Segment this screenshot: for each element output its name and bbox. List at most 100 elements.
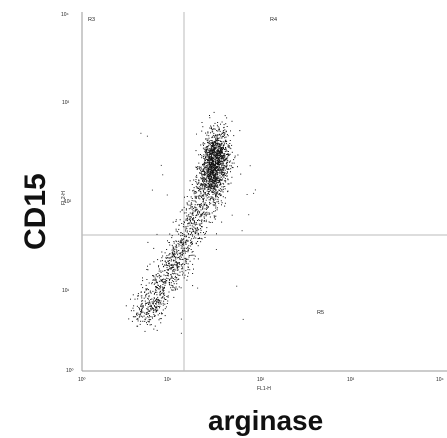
scatter-point: [217, 184, 219, 186]
scatter-point: [207, 178, 209, 180]
scatter-point: [207, 172, 209, 174]
scatter-point: [165, 299, 167, 300]
scatter-point: [226, 158, 228, 160]
scatter-point: [150, 309, 152, 311]
scatter-point: [164, 281, 166, 283]
scatter-point: [157, 276, 159, 278]
scatter-point: [204, 160, 206, 161]
scatter-point: [195, 237, 197, 239]
scatter-point: [209, 144, 211, 146]
scatter-point: [208, 194, 210, 195]
scatter-point: [166, 265, 168, 266]
scatter-point: [214, 153, 216, 155]
scatter-point: [192, 214, 194, 216]
scatter-point: [216, 147, 218, 149]
scatter-point: [207, 177, 209, 179]
scatter-point: [220, 144, 222, 146]
scatter-point: [213, 176, 215, 178]
scatter-point: [189, 219, 191, 221]
scatter-point: [194, 209, 196, 211]
scatter-point: [147, 241, 149, 243]
scatter-point: [161, 286, 163, 288]
scatter-point: [134, 298, 136, 300]
scatter-point: [197, 188, 199, 189]
scatter-point: [227, 146, 229, 148]
scatter-point: [228, 183, 230, 185]
scatter-point: [202, 181, 204, 182]
scatter-point: [156, 287, 158, 289]
scatter-point: [195, 196, 197, 198]
scatter-point: [169, 253, 171, 255]
scatter-point: [226, 162, 227, 164]
scatter-point: [213, 198, 215, 200]
scatter-point: [210, 156, 212, 158]
scatter-point: [194, 207, 196, 209]
scatter-point: [200, 206, 202, 208]
scatter-point: [226, 117, 228, 119]
scatter-point: [216, 195, 218, 197]
scatter-point: [241, 230, 243, 232]
scatter-point: [195, 215, 197, 217]
scatter-point: [163, 290, 165, 291]
scatter-point: [215, 195, 216, 197]
scatter-point: [166, 272, 168, 274]
scatter-point: [207, 171, 209, 173]
scatter-point: [173, 296, 175, 298]
scatter-point: [146, 135, 148, 137]
scatter-point: [219, 130, 221, 132]
scatter-point: [216, 193, 218, 195]
scatter-point: [219, 188, 221, 190]
scatter-point: [173, 246, 174, 248]
scatter-point: [171, 249, 173, 251]
scatter-point: [176, 251, 178, 252]
scatter-point: [218, 157, 220, 159]
scatter-point: [179, 262, 180, 264]
scatter-point: [139, 309, 141, 311]
scatter-point: [205, 180, 207, 182]
scatter-point: [205, 132, 207, 134]
scatter-point: [182, 242, 184, 244]
scatter-point: [200, 228, 202, 230]
scatter-point: [210, 132, 211, 134]
scatter-point: [137, 298, 139, 300]
scatter-point: [184, 226, 186, 228]
scatter-point: [159, 302, 161, 304]
scatter-point: [140, 304, 142, 306]
scatter-point: [215, 134, 217, 136]
scatter-point: [174, 259, 176, 261]
scatter-point: [174, 268, 176, 270]
scatter-point: [202, 176, 204, 178]
scatter-point: [171, 267, 172, 269]
scatter-point: [155, 303, 157, 305]
scatter-point: [160, 271, 162, 273]
scatter-point: [225, 143, 227, 145]
scatter-point: [142, 280, 144, 282]
scatter-point: [213, 145, 215, 147]
scatter-point: [147, 320, 149, 322]
scatter-point: [157, 285, 159, 286]
scatter-point: [177, 262, 179, 263]
scatter-point: [187, 233, 189, 235]
scatter-point: [162, 302, 164, 304]
scatter-point: [145, 288, 147, 290]
scatter-point: [174, 257, 176, 259]
scatter-point: [209, 115, 210, 116]
scatter-point: [216, 162, 218, 164]
scatter-point: [225, 166, 227, 168]
scatter-point: [191, 218, 193, 220]
scatter-point: [212, 142, 213, 144]
scatter-point: [215, 155, 216, 157]
scatter-point: [204, 147, 206, 149]
scatter-point: [216, 182, 218, 184]
scatter-point: [164, 270, 166, 272]
scatter-point: [184, 196, 185, 198]
scatter-point: [204, 174, 206, 176]
scatter-point: [200, 229, 202, 231]
scatter-point: [145, 317, 147, 319]
scatter-point: [163, 294, 165, 296]
scatter-point: [151, 282, 153, 283]
scatter-point: [206, 207, 208, 209]
scatter-point: [215, 145, 217, 147]
scatter-point: [211, 196, 213, 198]
scatter-point: [194, 223, 196, 225]
